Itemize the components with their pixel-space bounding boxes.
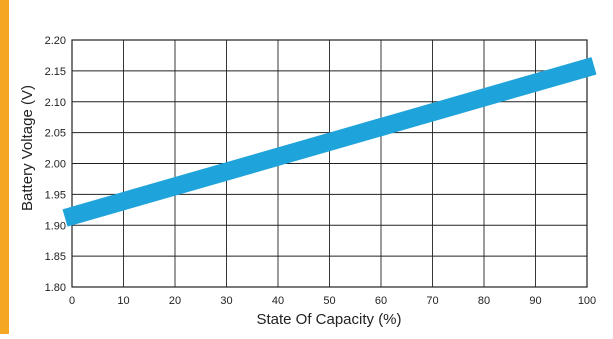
x-tick-label: 100 xyxy=(578,295,596,307)
y-tick-label: 1.95 xyxy=(45,189,66,201)
x-tick-label: 0 xyxy=(69,295,75,307)
y-axis-title: Battery Voltage (V) xyxy=(19,85,36,211)
x-axis-ticks: 0 10 20 30 40 50 60 70 80 90 100 xyxy=(69,295,596,307)
y-tick-label: 2.05 xyxy=(45,128,66,140)
x-tick-label: 70 xyxy=(426,295,438,307)
x-tick-label: 80 xyxy=(478,295,490,307)
x-tick-label: 10 xyxy=(117,295,129,307)
y-tick-label: 2.00 xyxy=(45,159,66,171)
x-tick-label: 50 xyxy=(323,295,335,307)
plot-frame xyxy=(71,39,588,288)
y-axis-ticks: 1.80 1.85 1.90 1.95 2.00 2.05 2.10 2.15 2.20 xyxy=(45,35,66,294)
x-tick-label: 90 xyxy=(529,295,541,307)
grid xyxy=(71,39,588,288)
x-tick-label: 40 xyxy=(272,295,284,307)
x-tick-label: 60 xyxy=(375,295,387,307)
y-tick-label: 2.15 xyxy=(45,66,66,78)
series-layer xyxy=(62,57,597,227)
y-tick-label: 2.20 xyxy=(45,35,66,47)
accent-strip xyxy=(0,0,9,334)
x-tick-label: 20 xyxy=(169,295,181,307)
y-tick-label: 1.80 xyxy=(45,282,66,294)
y-tick-label: 1.90 xyxy=(45,220,66,232)
y-tick-label: 2.10 xyxy=(45,97,66,109)
y-tick-label: 1.85 xyxy=(45,251,66,263)
x-tick-label: 30 xyxy=(220,295,232,307)
series-line-0 xyxy=(62,57,597,227)
x-axis-title: State Of Capacity (%) xyxy=(256,311,401,328)
